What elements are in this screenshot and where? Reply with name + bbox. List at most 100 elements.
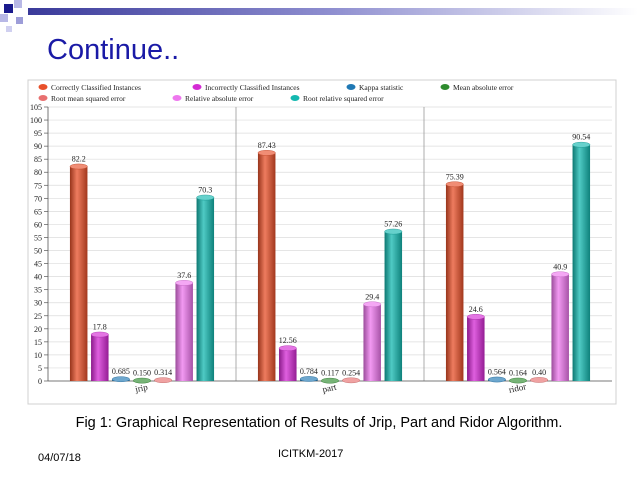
- legend-marker: [38, 84, 48, 90]
- y-tick-label: 65: [34, 207, 42, 216]
- y-tick-label: 45: [34, 260, 42, 269]
- bar-cap: [384, 228, 403, 235]
- bar: [384, 231, 403, 381]
- y-tick-label: 85: [34, 155, 42, 164]
- data-label: 0.685: [112, 367, 130, 376]
- data-label: 0.254: [342, 368, 360, 377]
- bar: [551, 274, 569, 381]
- bar-cap: [445, 181, 464, 188]
- legend-label: Root mean squared error: [51, 94, 126, 103]
- bar: [445, 184, 464, 381]
- data-label: 90.54: [572, 133, 590, 142]
- legend-marker: [346, 84, 356, 90]
- x-tick-label: part: [321, 382, 337, 395]
- bar-cap: [487, 376, 506, 383]
- bar-cap: [342, 377, 361, 384]
- x-tick-label: jrip: [133, 382, 149, 395]
- data-label: 0.117: [321, 369, 339, 378]
- data-label: 17.8: [93, 323, 107, 332]
- bar: [279, 348, 297, 381]
- bar: [175, 282, 193, 381]
- legend-marker: [172, 95, 182, 101]
- slide-date: 04/07/18: [38, 452, 81, 464]
- bar-cap: [509, 377, 527, 384]
- figure-caption: Fig 1: Graphical Representation of Resul…: [75, 415, 563, 431]
- data-label: 0.314: [154, 368, 172, 377]
- y-tick-label: 95: [34, 129, 42, 138]
- legend-label: Root relative squared error: [303, 94, 384, 103]
- data-label: 29.4: [365, 292, 379, 301]
- y-tick-label: 100: [30, 116, 42, 125]
- y-tick-label: 75: [34, 181, 42, 190]
- bar-cap: [90, 331, 109, 338]
- bar-cap: [299, 376, 318, 382]
- legend-label: Correctly Classified Instances: [51, 83, 141, 92]
- data-label: 12.56: [279, 336, 297, 345]
- bar: [69, 166, 88, 381]
- y-tick-label: 50: [34, 247, 42, 256]
- y-tick-label: 20: [34, 325, 42, 334]
- bar-cap: [466, 314, 485, 320]
- y-tick-label: 0: [38, 377, 42, 386]
- data-label: 70.3: [198, 186, 212, 195]
- bar-cap: [572, 141, 591, 148]
- bar-cap: [278, 345, 297, 352]
- corner-decoration: [0, 0, 60, 40]
- data-label: 87.43: [258, 141, 276, 150]
- bar-chart: Correctly Classified Instances Incorrectl…: [27, 79, 617, 405]
- bar-cap: [257, 150, 276, 156]
- y-tick-label: 60: [34, 220, 42, 229]
- legend-label: Incorrectly Classified Instances: [205, 83, 300, 92]
- bar: [363, 304, 381, 381]
- bar-cap: [175, 280, 194, 286]
- legend-marker: [38, 95, 48, 101]
- bar-cap: [321, 377, 339, 384]
- legend-marker: [290, 95, 300, 101]
- slide-title: Continue..: [47, 34, 180, 66]
- y-tick-label: 70: [34, 194, 42, 203]
- slide-footer: ICITKM-2017: [278, 448, 344, 460]
- y-tick-label: 25: [34, 312, 42, 321]
- y-tick-label: 105: [30, 103, 42, 112]
- y-tick-label: 40: [34, 273, 42, 282]
- chart-legend: Correctly Classified Instances Incorrectl…: [38, 83, 514, 103]
- bar: [91, 334, 109, 381]
- bar-cap: [69, 163, 88, 170]
- data-label: 0.164: [509, 369, 527, 378]
- data-label: 0.150: [133, 369, 151, 378]
- header-bar: [28, 8, 638, 15]
- y-tick-label: 10: [34, 351, 42, 360]
- chart-bars: 82.2 17.8 0.685 0.150 0.314 37.6 70.3 87.43 12.5…: [69, 133, 591, 384]
- data-label: 75.39: [446, 172, 464, 181]
- y-tick-label: 80: [34, 168, 42, 177]
- legend-label: Kappa statistic: [359, 83, 404, 92]
- legend-label: Mean absolute error: [453, 83, 514, 92]
- data-label: 40.9: [553, 262, 567, 271]
- data-label: 57.26: [384, 220, 402, 229]
- y-tick-label: 5: [38, 364, 42, 373]
- data-label: 82.2: [72, 154, 86, 163]
- y-tick-label: 55: [34, 233, 42, 242]
- data-label: 0.40: [532, 368, 546, 377]
- legend-marker: [192, 84, 202, 90]
- data-label: 0.784: [300, 367, 318, 376]
- bar-cap: [363, 301, 382, 308]
- x-axis: jrip part ridor: [133, 381, 527, 394]
- bar: [572, 144, 591, 381]
- y-tick-label: 30: [34, 299, 42, 308]
- legend-marker: [440, 84, 450, 90]
- bar-cap: [196, 194, 215, 201]
- bar-cap: [111, 376, 130, 383]
- chart-grid: [48, 106, 612, 382]
- data-label: 24.6: [469, 305, 483, 314]
- bar-cap: [154, 377, 173, 383]
- y-tick-label: 90: [34, 142, 42, 151]
- legend-label: Relative absolute error: [185, 94, 254, 103]
- bar: [467, 316, 485, 381]
- data-label: 0.564: [488, 368, 506, 377]
- bar-cap: [133, 377, 151, 384]
- x-tick-label: ridor: [508, 381, 527, 394]
- chart-frame: [27, 79, 617, 405]
- bar: [257, 152, 276, 381]
- bar: [196, 197, 215, 381]
